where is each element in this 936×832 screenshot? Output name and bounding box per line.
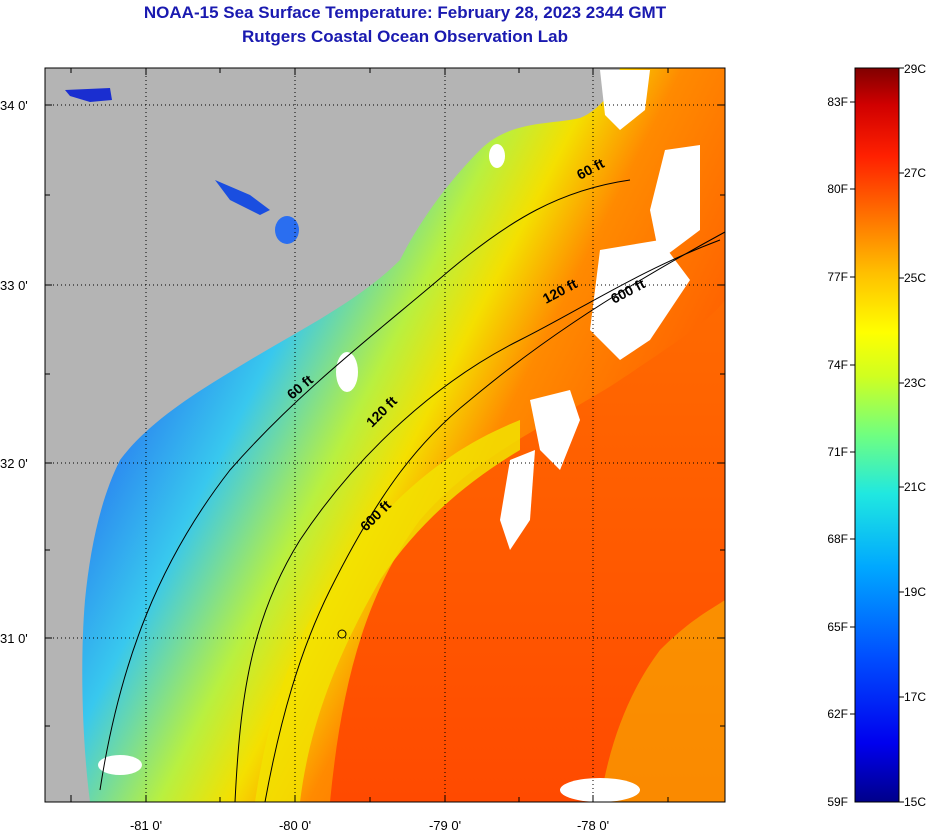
colorbar-ticks	[850, 67, 904, 803]
land-mass	[45, 68, 620, 802]
lon-labels: -81 0' -80 0' -79 0' -78 0'	[130, 818, 609, 832]
lat-ticks	[45, 104, 725, 727]
title-line-2: Rutgers Coastal Ocean Observation Lab	[242, 27, 568, 46]
transition-band	[255, 420, 520, 802]
lat-labels: 34 0' 33 0' 32 0' 31 0'	[0, 98, 28, 646]
cb-c-19: 19C	[904, 585, 926, 599]
fahrenheit-labels: 83F 80F 77F 74F 71F 68F 65F 62F 59F	[827, 95, 848, 809]
colorbar-scale	[854, 67, 900, 803]
lon-label-81: -81 0'	[130, 818, 162, 832]
cb-c-15: 15C	[904, 795, 926, 809]
cb-c-25: 25C	[904, 271, 926, 285]
lat-label-32: 32 0'	[0, 456, 28, 471]
map-frame	[44, 67, 726, 803]
lon-label-79: -79 0'	[429, 818, 461, 832]
cb-c-23: 23C	[904, 376, 926, 390]
lon-label-80: -80 0'	[279, 818, 311, 832]
lon-label-78: -78 0'	[577, 818, 609, 832]
cb-f-62: 62F	[827, 707, 848, 721]
cb-c-27: 27C	[904, 166, 926, 180]
celsius-labels: 29C 27C 25C 23C 21C 19C 17C 15C	[904, 62, 926, 809]
warm-water-region	[330, 300, 725, 802]
graticule	[45, 68, 725, 802]
cb-f-74: 74F	[827, 358, 848, 372]
cb-f-59: 59F	[827, 795, 848, 809]
cb-c-29: 29C	[904, 62, 926, 76]
depth-contours	[99, 179, 725, 802]
lat-label-34: 34 0'	[0, 98, 28, 113]
cb-f-80: 80F	[827, 182, 848, 196]
lat-label-31: 31 0'	[0, 631, 28, 646]
cb-f-68: 68F	[827, 532, 848, 546]
sound-waterbodies	[65, 88, 299, 244]
contour-60ft	[99, 179, 631, 791]
contour-120ft	[234, 239, 721, 802]
title-line-1: NOAA-15 Sea Surface Temperature: Februar…	[143, 3, 667, 22]
cloud-patches	[98, 70, 700, 802]
lon-ticks	[70, 68, 669, 802]
cb-c-17: 17C	[904, 690, 926, 704]
cb-f-71: 71F	[827, 445, 848, 459]
contour-600ft	[264, 231, 725, 802]
sst-map[interactable]: 60 ft 120 ft 600 ft 60 ft 120 ft 600 ft …	[0, 0, 740, 832]
cb-f-83: 83F	[827, 95, 848, 109]
cb-c-21: 21C	[904, 480, 926, 494]
cb-f-65: 65F	[827, 620, 848, 634]
lat-label-33: 33 0'	[0, 278, 28, 293]
cb-f-77: 77F	[827, 270, 848, 284]
mixed-warm-patch	[600, 600, 725, 802]
